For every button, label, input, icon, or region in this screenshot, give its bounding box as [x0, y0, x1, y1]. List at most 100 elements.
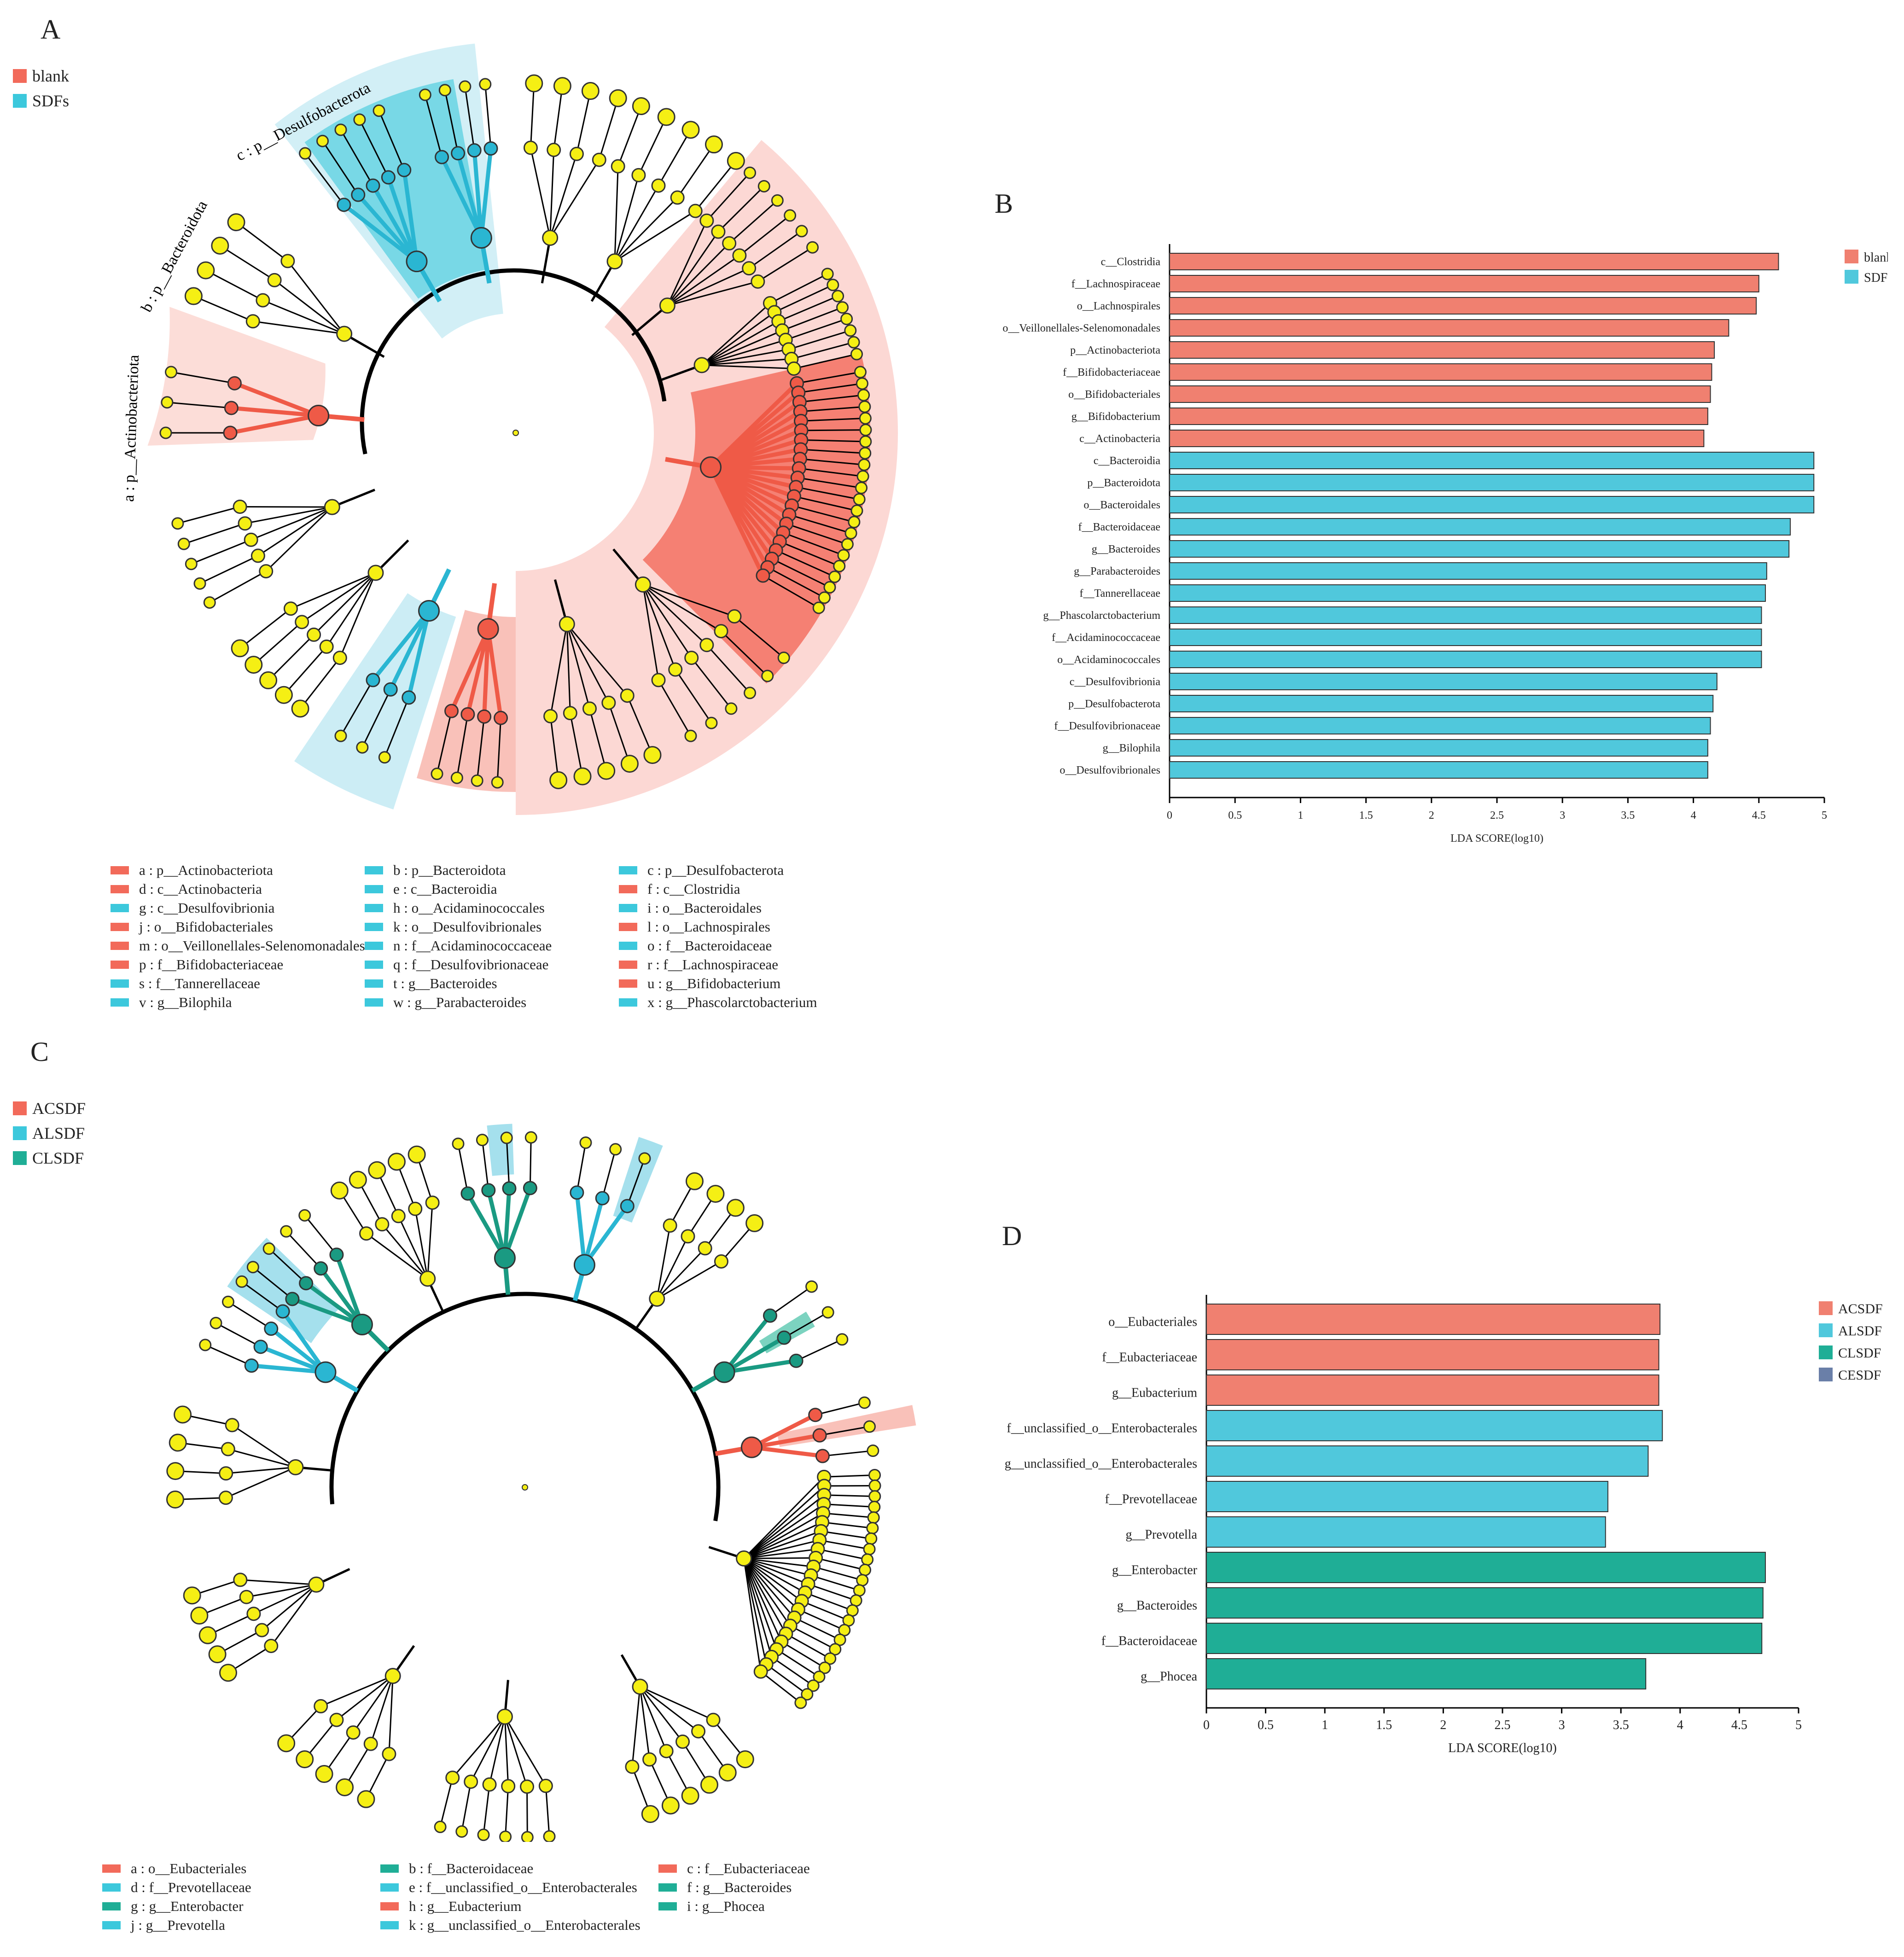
- bar: [1169, 408, 1708, 425]
- branch: [319, 1267, 364, 1326]
- key-swatch: [111, 961, 129, 969]
- taxon-node: [859, 1563, 872, 1576]
- category-label: g__Parabacteroides: [1074, 565, 1160, 577]
- category-label: p__Actinobacteriota: [1070, 344, 1160, 356]
- branch: [743, 1558, 772, 1657]
- branch: [550, 624, 568, 716]
- taxon-node: [198, 1626, 217, 1644]
- taxon-node: [287, 1459, 304, 1475]
- branch: [790, 1625, 836, 1650]
- taxon-node: [253, 1340, 268, 1354]
- taxon-node: [688, 204, 703, 218]
- taxon-node: [280, 1225, 293, 1238]
- category-label: o__Bifidobacteriales: [1068, 389, 1160, 401]
- branch: [743, 1521, 823, 1559]
- category-label: p__Desulfobacterota: [1068, 698, 1160, 710]
- branch: [667, 255, 740, 306]
- taxon-node: [460, 707, 475, 722]
- key-item: d : f__Prevotellaceae: [102, 1879, 251, 1896]
- branch: [205, 269, 263, 301]
- key-item: w : g__Parabacteroides: [365, 994, 526, 1011]
- taxon-node: [227, 213, 245, 232]
- taxon-node: [329, 1247, 344, 1262]
- branch: [233, 381, 320, 418]
- branch: [371, 609, 431, 681]
- key-item: a : p__Actinobacteriota: [111, 862, 273, 879]
- taxon-node: [368, 1161, 386, 1179]
- branch: [695, 160, 737, 212]
- bar: [1169, 385, 1711, 403]
- key-swatch: [102, 1921, 121, 1929]
- branch: [667, 220, 708, 306]
- branch: [299, 657, 341, 709]
- taxon-node: [808, 1408, 823, 1422]
- taxon-node: [681, 1229, 695, 1244]
- taxon-node: [813, 1671, 826, 1683]
- x-axis-label: LDA SCORE(log10): [1448, 1741, 1557, 1755]
- category-label: g__Bacteroides: [1092, 543, 1160, 555]
- taxon-node: [330, 1181, 349, 1200]
- legend-label: blank: [32, 67, 69, 85]
- key-label: g : g__Enterobacter: [131, 1898, 244, 1914]
- branch: [640, 1686, 699, 1732]
- branch: [815, 1402, 865, 1416]
- branch: [658, 129, 692, 186]
- taxon-node: [868, 1468, 881, 1481]
- cladogram-c-key: a : o__Eubacteriales b : f__Bacteroidacea…: [102, 1860, 885, 1943]
- category-label: o__Veillonellales-Selenomonadales: [1002, 322, 1160, 334]
- branch: [743, 1558, 806, 1594]
- taxon-node: [706, 1712, 721, 1727]
- taxon-node: [197, 261, 215, 280]
- key-label: l : o__Lachnospirales: [647, 919, 770, 935]
- taxon-node: [714, 624, 728, 639]
- key-label: i : g__Phocea: [687, 1898, 765, 1914]
- branch: [265, 507, 333, 572]
- key-item: k : o__Desulfovibrionales: [365, 919, 542, 935]
- taxon-node: [763, 1308, 777, 1323]
- bar: [1206, 1516, 1606, 1548]
- taxon-node: [675, 1734, 690, 1749]
- taxon-node: [635, 576, 651, 593]
- branch: [260, 1345, 326, 1375]
- key-label: j : g__Prevotella: [131, 1917, 225, 1933]
- taxon-node: [434, 1820, 447, 1833]
- branch: [268, 1248, 307, 1284]
- panel-label-a: A: [41, 14, 61, 45]
- taxon-node: [190, 1607, 209, 1625]
- branch: [397, 1216, 429, 1279]
- branch: [798, 1608, 845, 1631]
- branch: [675, 669, 712, 723]
- branch: [743, 1558, 787, 1634]
- branch: [371, 184, 419, 262]
- taxon-node: [246, 1261, 259, 1274]
- branch: [691, 657, 732, 709]
- branch: [483, 1784, 490, 1835]
- taxon-node: [853, 1584, 866, 1597]
- branch: [701, 330, 783, 366]
- taxon-node: [777, 652, 790, 664]
- branch: [205, 1344, 252, 1366]
- taxon-node: [592, 152, 606, 167]
- key-item: i : o__Bacteroidales: [619, 900, 762, 916]
- branch: [549, 159, 600, 239]
- key-label: k : g__unclassified_o__Enterobacterales: [409, 1917, 640, 1933]
- key-label: i : o__Bacteroidales: [647, 900, 762, 916]
- x-tick-label: 1: [1322, 1718, 1328, 1732]
- branch: [815, 1557, 865, 1571]
- x-tick-label: 2.5: [1490, 810, 1504, 821]
- branch: [822, 1450, 873, 1457]
- branch: [250, 506, 332, 541]
- branch: [215, 1322, 261, 1348]
- branch: [743, 1485, 825, 1559]
- category-label: g__Eubacterium: [1112, 1386, 1197, 1400]
- key-label: x : g__Phascolarctobacterium: [647, 994, 817, 1010]
- taxon-node: [367, 565, 384, 581]
- branch: [743, 1558, 767, 1665]
- key-item: v : g__Bilophila: [111, 994, 232, 1011]
- bar: [1206, 1339, 1659, 1370]
- key-label: f : g__Bacteroides: [687, 1879, 792, 1895]
- branch: [608, 702, 630, 764]
- bar: [1206, 1552, 1766, 1583]
- taxon-node: [859, 412, 872, 425]
- key-label: f : c__Clostridia: [647, 881, 740, 897]
